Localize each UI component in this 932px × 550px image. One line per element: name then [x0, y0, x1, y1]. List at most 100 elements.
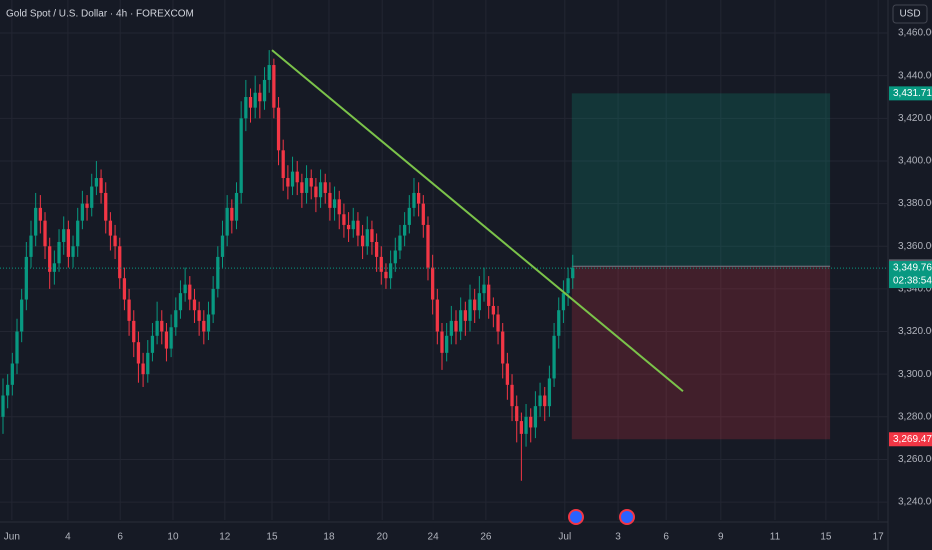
x-tick-label: 24	[428, 532, 440, 543]
candle-body	[262, 79, 267, 102]
candle-body	[543, 395, 547, 407]
candle-body	[104, 192, 108, 221]
candle-body	[323, 182, 327, 193]
candle-body	[459, 310, 463, 332]
candle-body	[90, 186, 94, 208]
candle-body	[253, 92, 257, 108]
candle-body	[346, 224, 351, 230]
target-label: 3,431.71	[893, 88, 932, 99]
x-tick-label: 9	[718, 532, 724, 543]
x-tick-label: 6	[663, 532, 669, 543]
candle-body	[342, 214, 346, 225]
candle-body	[169, 327, 173, 349]
candle-body	[290, 171, 295, 187]
candle-body	[501, 331, 505, 364]
candle-body	[216, 256, 220, 289]
candle-body	[435, 299, 439, 332]
candle-body	[332, 199, 337, 208]
event-icon[interactable]	[568, 509, 584, 525]
candle-body	[571, 267, 575, 279]
candle-body	[491, 305, 495, 315]
y-tick-label: 3,300.00	[898, 369, 932, 380]
last-price-label: 3,349.76	[893, 263, 932, 274]
candle-body	[62, 229, 66, 242]
candle-body	[482, 284, 486, 294]
candle-body	[43, 220, 47, 247]
loss-zone	[571, 266, 831, 440]
candle-body	[440, 331, 444, 353]
candle-body	[557, 310, 561, 336]
profit-zone	[571, 93, 831, 267]
candle-body	[463, 310, 467, 321]
candle-body	[337, 199, 341, 215]
event-icon[interactable]	[619, 509, 635, 525]
candle-body	[379, 256, 383, 272]
candle-body	[281, 150, 285, 179]
x-tick-label: 4	[65, 532, 71, 543]
currency-button[interactable]	[892, 4, 928, 24]
candle-body	[304, 178, 309, 193]
candle-body	[48, 246, 52, 272]
x-tick-label: Jun	[4, 532, 20, 543]
candle-body	[276, 107, 281, 151]
candle-body	[80, 203, 85, 221]
candle-body	[108, 220, 113, 236]
candle-body	[314, 186, 318, 198]
y-tick-label: 3,340.00	[898, 284, 932, 295]
y-tick-label: 3,460.00	[898, 28, 932, 39]
candle-body	[267, 65, 271, 80]
x-tick-label: 20	[377, 532, 389, 543]
candle-body	[421, 203, 425, 225]
stop-label-box	[889, 432, 932, 447]
candle-body	[295, 171, 299, 183]
candle-body	[85, 203, 89, 208]
candle-body	[244, 97, 248, 119]
candle-body	[230, 207, 234, 221]
candle-body	[146, 352, 150, 375]
candle-body	[178, 293, 183, 311]
y-tick-label: 3,360.00	[898, 241, 932, 252]
x-tick-label: 12	[219, 532, 231, 543]
candle-body	[234, 192, 239, 221]
candle-body	[220, 235, 225, 257]
candle-body	[529, 416, 533, 428]
candle-body	[225, 207, 229, 236]
candle-body	[174, 310, 178, 328]
candle-body	[20, 299, 24, 332]
candle-body	[561, 293, 566, 311]
x-tick-label: 26	[480, 532, 492, 543]
candle-body	[113, 235, 117, 247]
candle-body	[445, 335, 449, 353]
candle-body	[38, 207, 42, 221]
candle-body	[1, 395, 5, 417]
candle-body	[258, 92, 262, 102]
candle-body	[426, 224, 430, 268]
candle-body	[286, 178, 290, 187]
countdown: 02:38:54	[893, 276, 932, 287]
event-icons	[568, 509, 635, 525]
stop-label: 3,269.47	[893, 434, 932, 445]
candle-body	[141, 363, 145, 375]
candle-body	[552, 335, 556, 379]
candle-body	[183, 284, 187, 294]
x-tick-label: 3	[615, 532, 621, 543]
candle-body	[412, 192, 416, 208]
x-tick-label: 6	[117, 532, 123, 543]
candle-body	[57, 241, 61, 264]
candle-body	[477, 293, 481, 311]
candle-body	[431, 267, 435, 300]
currency-label: USD	[899, 9, 920, 20]
candle-body	[99, 178, 103, 193]
candle-body	[164, 331, 169, 349]
candle-body	[52, 263, 56, 272]
x-tick-label: 15	[266, 532, 278, 543]
candle-body	[309, 178, 313, 187]
candle-body	[515, 406, 519, 422]
x-tick-label: Jul	[558, 532, 571, 543]
candle-body	[160, 320, 164, 332]
candle-body	[272, 65, 276, 108]
x-tick-label: 18	[323, 532, 335, 543]
trend-line	[271, 49, 684, 392]
candle-body	[328, 192, 332, 208]
